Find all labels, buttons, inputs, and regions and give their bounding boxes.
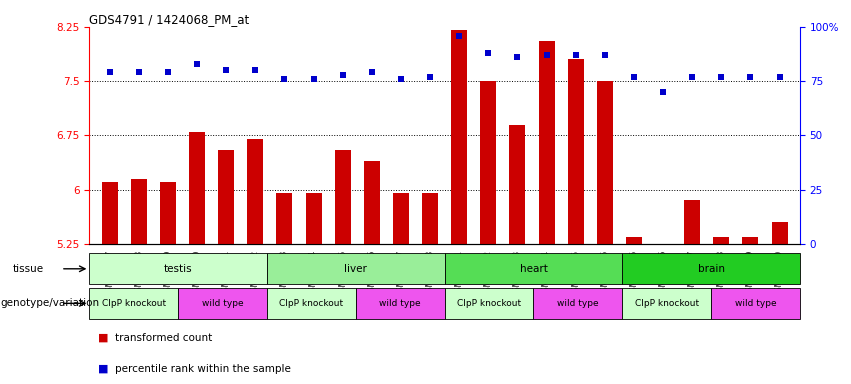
Bar: [444, 288, 534, 319]
Text: ClpP knockout: ClpP knockout: [102, 299, 166, 308]
Text: ■: ■: [98, 364, 108, 374]
Bar: [655, 244, 671, 247]
Bar: [267, 253, 444, 284]
Bar: [89, 288, 178, 319]
Bar: [510, 124, 525, 244]
Text: wild type: wild type: [734, 299, 776, 308]
Text: percentile rank within the sample: percentile rank within the sample: [115, 364, 291, 374]
Text: liver: liver: [345, 264, 368, 274]
Point: [336, 71, 350, 78]
Point: [540, 52, 553, 58]
Point: [103, 70, 117, 76]
Bar: [622, 253, 800, 284]
Text: ClpP knockout: ClpP knockout: [635, 299, 699, 308]
Text: wild type: wild type: [557, 299, 599, 308]
Text: ■: ■: [98, 333, 108, 343]
Text: transformed count: transformed count: [115, 333, 212, 343]
Bar: [713, 237, 729, 244]
Point: [511, 54, 524, 60]
Point: [744, 74, 757, 80]
Text: wild type: wild type: [202, 299, 243, 308]
Bar: [267, 288, 356, 319]
Point: [191, 61, 204, 67]
Bar: [218, 150, 234, 244]
Bar: [711, 288, 800, 319]
Point: [365, 70, 379, 76]
Text: GDS4791 / 1424068_PM_at: GDS4791 / 1424068_PM_at: [89, 13, 249, 26]
Bar: [189, 132, 205, 244]
Bar: [622, 288, 711, 319]
Bar: [160, 182, 176, 244]
Bar: [568, 60, 584, 244]
Bar: [772, 222, 787, 244]
Bar: [393, 193, 409, 244]
Point: [568, 52, 582, 58]
Bar: [364, 161, 380, 244]
Text: ClpP knockout: ClpP knockout: [457, 299, 521, 308]
Point: [161, 70, 174, 76]
Bar: [684, 200, 700, 244]
Bar: [102, 182, 117, 244]
Bar: [131, 179, 147, 244]
Point: [248, 67, 262, 73]
Bar: [626, 237, 642, 244]
Bar: [178, 288, 267, 319]
Text: tissue: tissue: [13, 264, 44, 274]
Bar: [534, 288, 622, 319]
Point: [423, 74, 437, 80]
Text: brain: brain: [698, 264, 724, 274]
Bar: [539, 41, 555, 244]
Bar: [248, 139, 263, 244]
Bar: [422, 193, 438, 244]
Text: ClpP knockout: ClpP knockout: [279, 299, 344, 308]
Point: [277, 76, 291, 82]
Text: genotype/variation: genotype/variation: [0, 298, 99, 308]
Bar: [277, 193, 293, 244]
Text: testis: testis: [164, 264, 192, 274]
Bar: [356, 288, 444, 319]
Point: [220, 67, 233, 73]
Point: [685, 74, 699, 80]
Point: [598, 52, 612, 58]
Point: [715, 74, 728, 80]
Bar: [742, 237, 758, 244]
Bar: [597, 81, 613, 244]
Point: [482, 50, 495, 56]
Point: [394, 76, 408, 82]
Text: wild type: wild type: [380, 299, 421, 308]
Point: [453, 33, 466, 39]
Text: heart: heart: [519, 264, 547, 274]
Bar: [334, 150, 351, 244]
Point: [656, 89, 670, 95]
Point: [627, 74, 641, 80]
Point: [773, 74, 786, 80]
Bar: [451, 30, 467, 244]
Point: [307, 76, 321, 82]
Point: [132, 70, 146, 76]
Bar: [444, 253, 622, 284]
Bar: [306, 193, 322, 244]
Bar: [89, 253, 267, 284]
Bar: [480, 81, 496, 244]
